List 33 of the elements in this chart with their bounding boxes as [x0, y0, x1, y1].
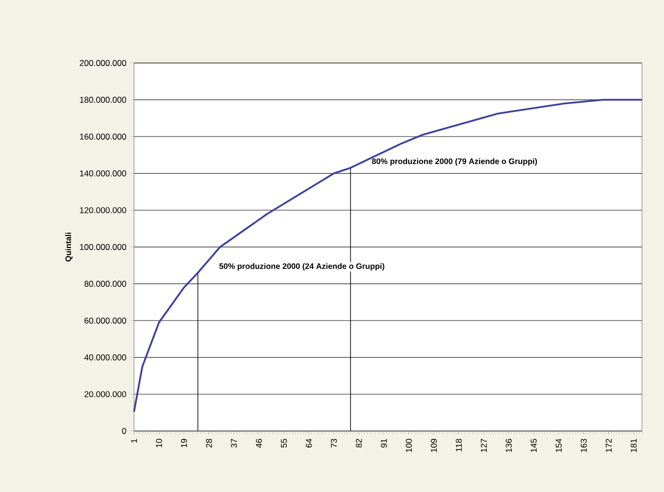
y-tick-label: 140.000.000	[80, 170, 126, 176]
line-series	[133, 98, 643, 413]
y-tick-label: 40.000.000	[84, 354, 126, 360]
x-tick-label: 136	[506, 438, 512, 452]
x-tick-label: 163	[580, 438, 587, 452]
x-tick-label: 181	[630, 438, 637, 452]
y-tick-label: 100.000.000	[80, 244, 126, 250]
x-tick-label: 37	[230, 438, 237, 448]
x-tick-label: 109	[430, 438, 437, 452]
x-tick-label: 91	[380, 438, 387, 448]
x-tick-label: 46	[256, 438, 262, 448]
y-tick-label: 180.000.000	[80, 96, 126, 103]
y-tick-label: 200.000.000	[80, 60, 126, 66]
x-tick-label: 10	[156, 438, 162, 448]
x-tick-label: 118	[456, 438, 462, 452]
x-tick-label: 127	[480, 438, 487, 452]
y-tick-label: 120.000.000	[80, 207, 126, 214]
x-tick-label: 154	[556, 438, 562, 452]
x-tick-label: 1	[131, 438, 137, 443]
x-tick-label: 73	[330, 438, 337, 448]
y-tick-label: 160.000.000	[80, 134, 126, 140]
y-tick-label: 60.000.000	[84, 318, 126, 324]
x-tick-label: 19	[180, 438, 187, 448]
x-tick-label: 55	[280, 438, 287, 448]
x-tick-label: 172	[606, 438, 612, 452]
y-tick-label: 80.000.000	[84, 280, 126, 287]
y-tick-label: 0	[122, 428, 126, 434]
y-tick-label: 20.000.000	[84, 391, 126, 398]
x-tick-label: 28	[206, 438, 212, 448]
x-tick-label: 100	[406, 438, 412, 452]
x-tick-label: 145	[530, 438, 537, 452]
x-tick-label: 64	[306, 438, 312, 448]
x-tick-label: 82	[356, 438, 362, 448]
